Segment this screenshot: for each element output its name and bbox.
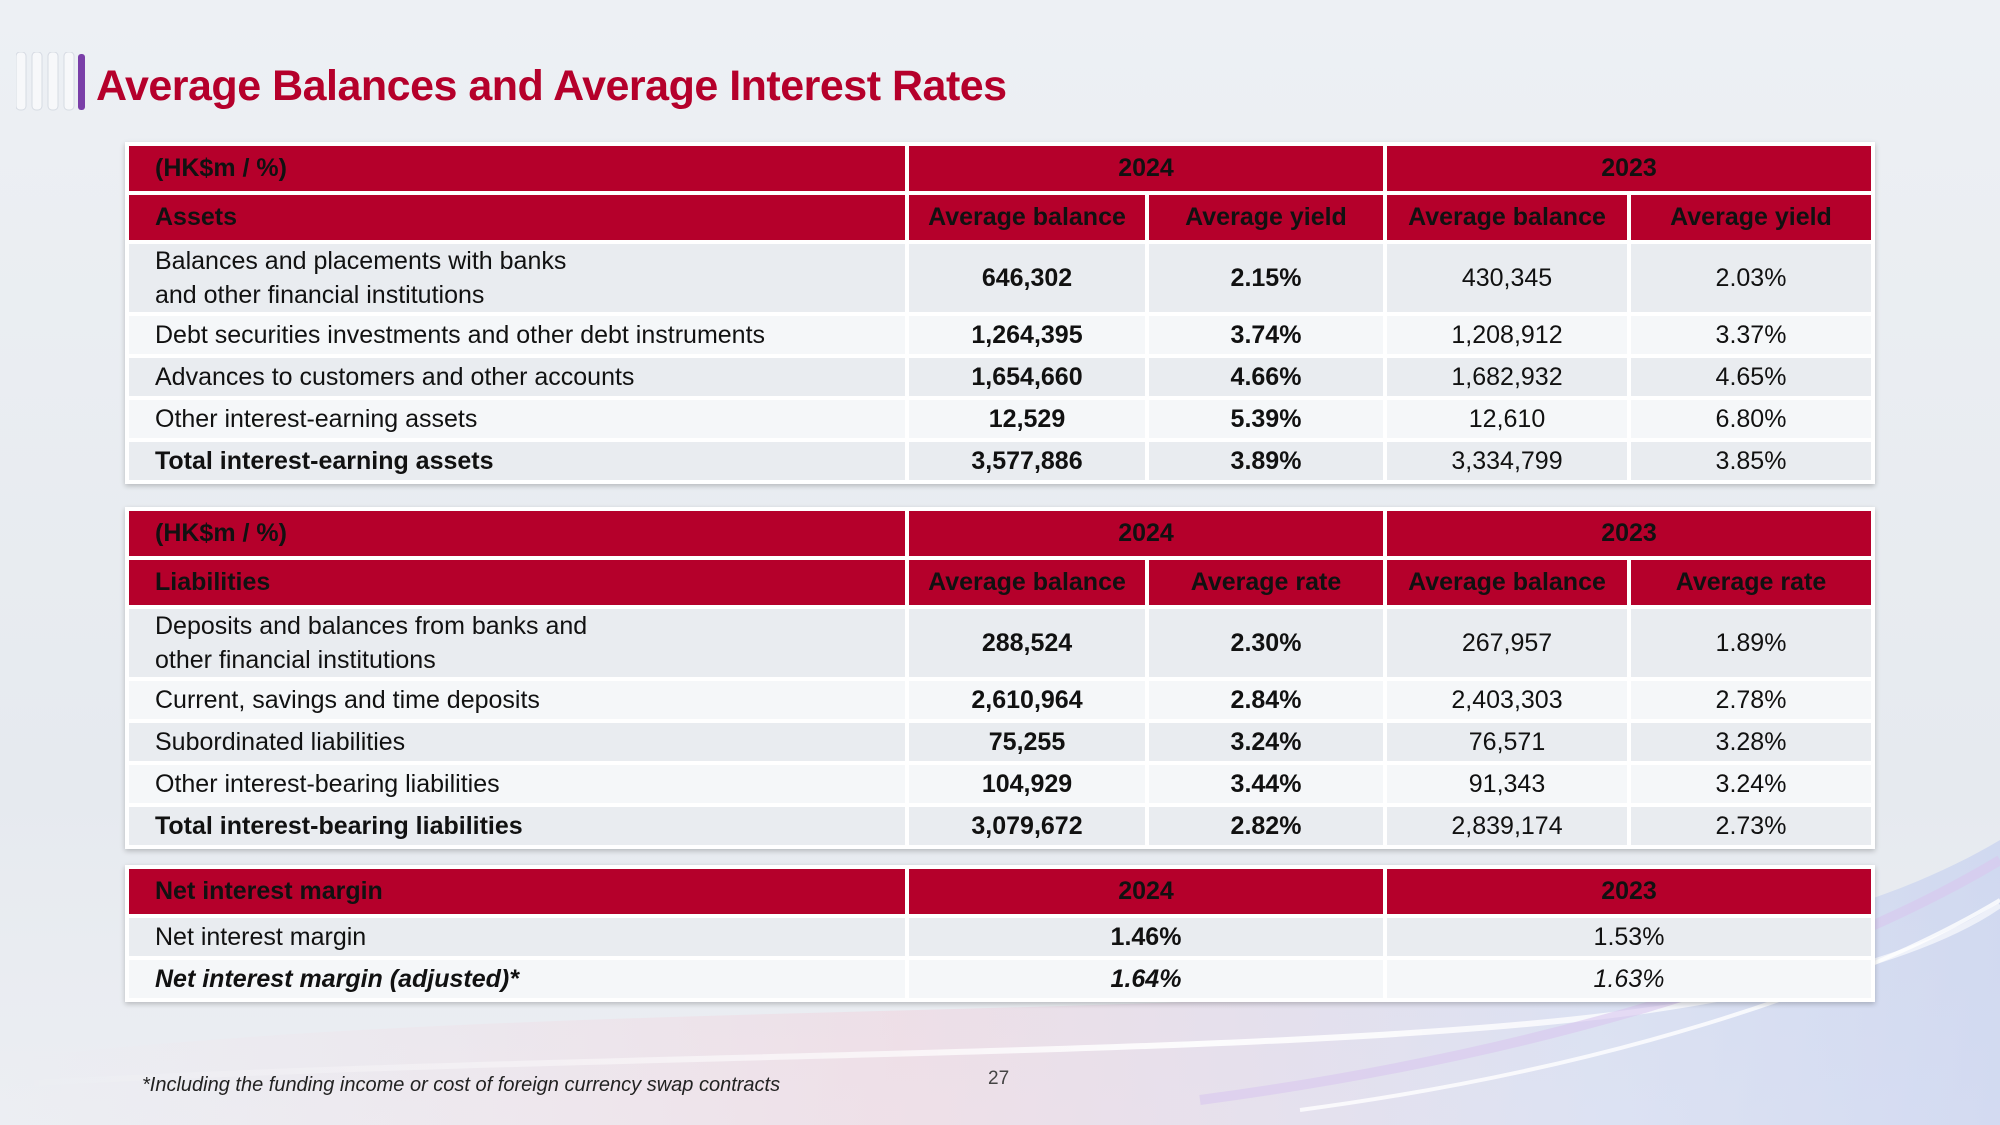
row-label: Balances and placements with banks and ot… [129, 244, 905, 312]
section-label-liabilities: Liabilities [129, 560, 905, 605]
col-average-rate: Average rate [1631, 560, 1871, 605]
cell-balance-2023: 267,957 [1387, 609, 1627, 677]
row-label: Total interest-bearing liabilities [129, 807, 905, 845]
cell-rate-2023: 4.65% [1631, 358, 1871, 396]
year-2023-header: 2023 [1387, 511, 1871, 556]
row-label: Deposits and balances from banks and othe… [129, 609, 905, 677]
cell-nim-2024: 1.46% [909, 918, 1383, 956]
liabilities-table: (HK$m / %) 2024 2023 Liabilities Average… [125, 507, 1875, 849]
cell-balance-2024: 1,264,395 [909, 316, 1145, 354]
assets-table: (HK$m / %) 2024 2023 Assets Average bala… [125, 142, 1875, 484]
year-2023-header: 2023 [1387, 146, 1871, 191]
cell-balance-2023: 2,403,303 [1387, 681, 1627, 719]
year-2024-header: 2024 [909, 146, 1383, 191]
cell-rate-2024: 3.24% [1149, 723, 1383, 761]
cell-rate-2024: 2.82% [1149, 807, 1383, 845]
table-row: Net interest margin (adjusted)* 1.64% 1.… [129, 960, 1871, 998]
cell-rate-2023: 2.03% [1631, 244, 1871, 312]
section-label-assets: Assets [129, 195, 905, 240]
col-average-balance: Average balance [909, 195, 1145, 240]
row-label: Advances to customers and other accounts [129, 358, 905, 396]
footnote: *Including the funding income or cost of… [142, 1074, 781, 1096]
cell-balance-2024: 3,577,886 [909, 442, 1145, 480]
cell-balance-2024: 1,654,660 [909, 358, 1145, 396]
cell-balance-2024: 3,079,672 [909, 807, 1145, 845]
unit-label: (HK$m / %) [129, 511, 905, 556]
table-row: Debt securities investments and other de… [129, 316, 1871, 354]
cell-balance-2023: 91,343 [1387, 765, 1627, 803]
cell-rate-2023: 1.89% [1631, 609, 1871, 677]
cell-balance-2023: 1,208,912 [1387, 316, 1627, 354]
table-row: Other interest-bearing liabilities 104,9… [129, 765, 1871, 803]
unit-label: (HK$m / %) [129, 146, 905, 191]
cell-rate-2024: 3.74% [1149, 316, 1383, 354]
cell-rate-2023: 2.78% [1631, 681, 1871, 719]
year-2023-header: 2023 [1387, 869, 1871, 914]
cell-rate-2023: 3.28% [1631, 723, 1871, 761]
page-title: Average Balances and Average Interest Ra… [96, 62, 1007, 110]
table-row: Net interest margin 1.46% 1.53% [129, 918, 1871, 956]
nim-header-label: Net interest margin [129, 869, 905, 914]
col-average-rate: Average rate [1149, 560, 1383, 605]
year-2024-header: 2024 [909, 869, 1383, 914]
table-row: Balances and placements with banks and ot… [129, 244, 1871, 312]
col-average-balance: Average balance [1387, 560, 1627, 605]
table-row: Other interest-earning assets 12,529 5.3… [129, 400, 1871, 438]
col-average-balance: Average balance [1387, 195, 1627, 240]
cell-balance-2023: 76,571 [1387, 723, 1627, 761]
col-average-yield: Average yield [1149, 195, 1383, 240]
page-number: 27 [988, 1068, 1010, 1089]
cell-rate-2023: 3.85% [1631, 442, 1871, 480]
row-label: Other interest-bearing liabilities [129, 765, 905, 803]
nim-table: Net interest margin 2024 2023 Net intere… [125, 865, 1875, 1002]
cell-balance-2023: 2,839,174 [1387, 807, 1627, 845]
cell-balance-2024: 75,255 [909, 723, 1145, 761]
table-row: Deposits and balances from banks and othe… [129, 609, 1871, 677]
cell-balance-2024: 646,302 [909, 244, 1145, 312]
cell-balance-2023: 3,334,799 [1387, 442, 1627, 480]
cell-rate-2024: 3.89% [1149, 442, 1383, 480]
col-average-balance: Average balance [909, 560, 1145, 605]
cell-rate-2024: 5.39% [1149, 400, 1383, 438]
cell-nim-2024: 1.64% [909, 960, 1383, 998]
cell-rate-2024: 2.15% [1149, 244, 1383, 312]
row-label: Total interest-earning assets [129, 442, 905, 480]
col-average-yield: Average yield [1631, 195, 1871, 240]
cell-balance-2024: 12,529 [909, 400, 1145, 438]
cell-balance-2024: 104,929 [909, 765, 1145, 803]
cell-rate-2024: 2.84% [1149, 681, 1383, 719]
cell-balance-2024: 288,524 [909, 609, 1145, 677]
cell-balance-2023: 1,682,932 [1387, 358, 1627, 396]
total-row: Total interest-earning assets 3,577,886 … [129, 442, 1871, 480]
cell-rate-2024: 3.44% [1149, 765, 1383, 803]
total-row: Total interest-bearing liabilities 3,079… [129, 807, 1871, 845]
cell-rate-2024: 2.30% [1149, 609, 1383, 677]
cell-balance-2023: 430,345 [1387, 244, 1627, 312]
cell-rate-2023: 3.24% [1631, 765, 1871, 803]
table-row: Subordinated liabilities 75,255 3.24% 76… [129, 723, 1871, 761]
year-2024-header: 2024 [909, 511, 1383, 556]
table-row: Advances to customers and other accounts… [129, 358, 1871, 396]
cell-nim-2023: 1.63% [1387, 960, 1871, 998]
table-row: Current, savings and time deposits 2,610… [129, 681, 1871, 719]
cell-balance-2023: 12,610 [1387, 400, 1627, 438]
cell-balance-2024: 2,610,964 [909, 681, 1145, 719]
row-label: Other interest-earning assets [129, 400, 905, 438]
row-label: Current, savings and time deposits [129, 681, 905, 719]
cell-rate-2023: 3.37% [1631, 316, 1871, 354]
row-label: Subordinated liabilities [129, 723, 905, 761]
row-label: Net interest margin [129, 918, 905, 956]
cell-rate-2023: 2.73% [1631, 807, 1871, 845]
row-label: Net interest margin (adjusted)* [129, 960, 905, 998]
row-label: Debt securities investments and other de… [129, 316, 905, 354]
cell-rate-2023: 6.80% [1631, 400, 1871, 438]
brand-bars-logo [16, 52, 85, 111]
cell-rate-2024: 4.66% [1149, 358, 1383, 396]
cell-nim-2023: 1.53% [1387, 918, 1871, 956]
